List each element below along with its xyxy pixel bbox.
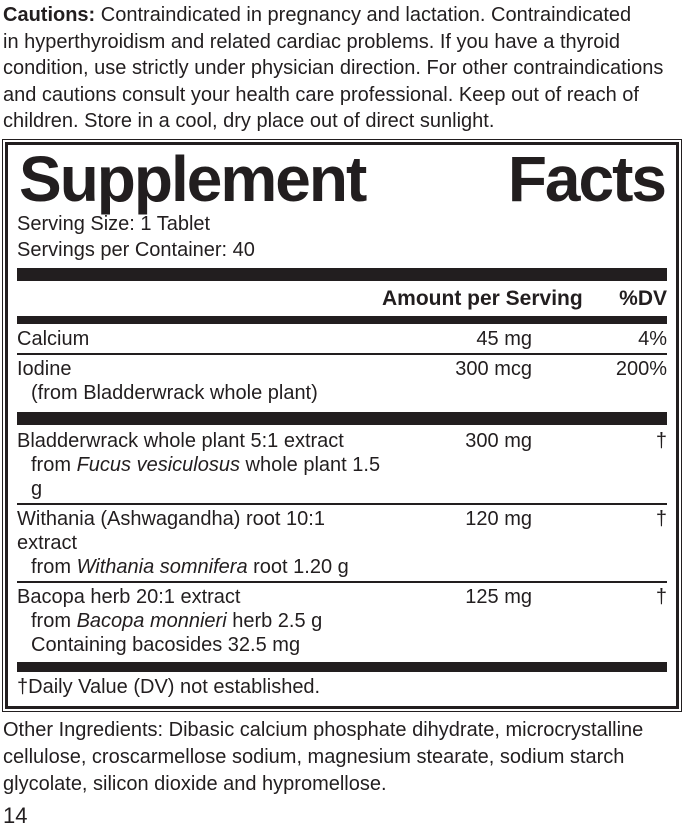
nutrient-amount: 300 mg [465,430,532,453]
nutrient-subtext: from Bacopa monnieri herb 2.5 g [17,609,382,633]
divider-medium-header [17,316,667,325]
nutrient-amount: 45 mg [476,328,532,351]
nutrient-amount: 120 mg [465,508,532,531]
nutrient-name: Iodine [17,358,72,381]
divider-thick-top [17,268,667,282]
nutrient-subtext-2: Containing bacosides 32.5 mg [31,634,301,657]
nutrient-name-block: Iodine (from Bladderwrack whole plant) [17,357,382,405]
nutrient-subtext: from Withania somnifera root 1.20 g [17,555,382,579]
nutrient-name: Bladderwrack whole plant 5:1 extract [17,430,344,453]
nutrient-row-bladderwrack: Bladderwrack whole plant 5:1 extract fro… [17,427,667,503]
divider-medium-bottom [17,662,667,673]
amount-per-serving-header: Amount per Serving [382,287,583,311]
subtext-post: whole plant 1.5 g [31,454,381,501]
row-divider [17,503,667,506]
cautions-paragraph: Cautions: Contraindicated in pregnancy a… [3,2,681,135]
nutrient-dv: † [655,430,667,453]
nutrient-dv: 4% [638,328,667,351]
nutrient-amount: 300 mcg [455,358,532,381]
cautions-text: Contraindicated in pregnancy and lactati… [3,4,664,132]
subtext-post: herb 2.5 g [226,610,323,633]
subtext-pre: from [31,556,77,579]
cautions-label: Cautions: [3,4,96,26]
nutrient-name-block: Withania (Ashwagandha) root 10:1 extract… [17,507,382,579]
nutrient-name: Bacopa herb 20:1 extract [17,586,241,609]
nutrient-dv: † [655,586,667,609]
nutrient-name: Withania (Ashwagandha) root 10:1 extract [17,508,325,555]
nutrient-name-block: Bladderwrack whole plant 5:1 extract fro… [17,429,382,501]
nutrient-name-block: Bacopa herb 20:1 extract from Bacopa mon… [17,585,382,657]
subtext-pre: from [31,610,77,633]
panel-title-word1: Supplement [19,142,367,215]
nutrient-name: Calcium [17,328,90,351]
row-divider [17,581,667,584]
dv-header: %DV [619,287,667,311]
subtext-species: Fucus vesiculosus [76,454,240,477]
nutrient-dv: † [655,508,667,531]
subtext-post: root 1.20 g [247,556,349,579]
nutrient-row-bacopa: Bacopa herb 20:1 extract from Bacopa mon… [17,583,667,659]
servings-per-container: Servings per Container: 40 [17,239,255,262]
page-number: 14 [3,803,28,829]
column-header-row: Amount per Serving %DV [17,283,667,314]
supplement-facts-panel: Supplement Facts Serving Size: 1 Tablet … [2,138,682,713]
nutrient-dv: 200% [615,358,667,381]
row-divider [17,353,667,356]
header-spacer [17,287,382,311]
nutrient-row-iodine: Iodine (from Bladderwrack whole plant) 3… [17,355,667,407]
dv-footnote: †Daily Value (DV) not established. [17,676,321,699]
subtext-pre: from [31,454,77,477]
serving-size: Serving Size: 1 Tablet [17,213,211,236]
panel-title-word2: Facts [507,142,667,215]
subtext-species: Withania somnifera [76,556,248,579]
nutrient-amount: 125 mg [465,586,532,609]
nutrient-subtext: (from Bladderwrack whole plant) [31,382,318,405]
other-ingredients: Other Ingredients: Dibasic calcium phosp… [3,719,644,796]
subtext-species: Bacopa monnieri [76,610,227,633]
nutrient-row-calcium: Calcium 45 mg 4% [17,325,667,353]
divider-thick-middle [17,412,667,426]
nutrient-subtext: from Fucus vesiculosus whole plant 1.5 g [17,453,382,501]
nutrient-row-withania: Withania (Ashwagandha) root 10:1 extract… [17,505,667,581]
panel-title: Supplement Facts [17,145,667,212]
